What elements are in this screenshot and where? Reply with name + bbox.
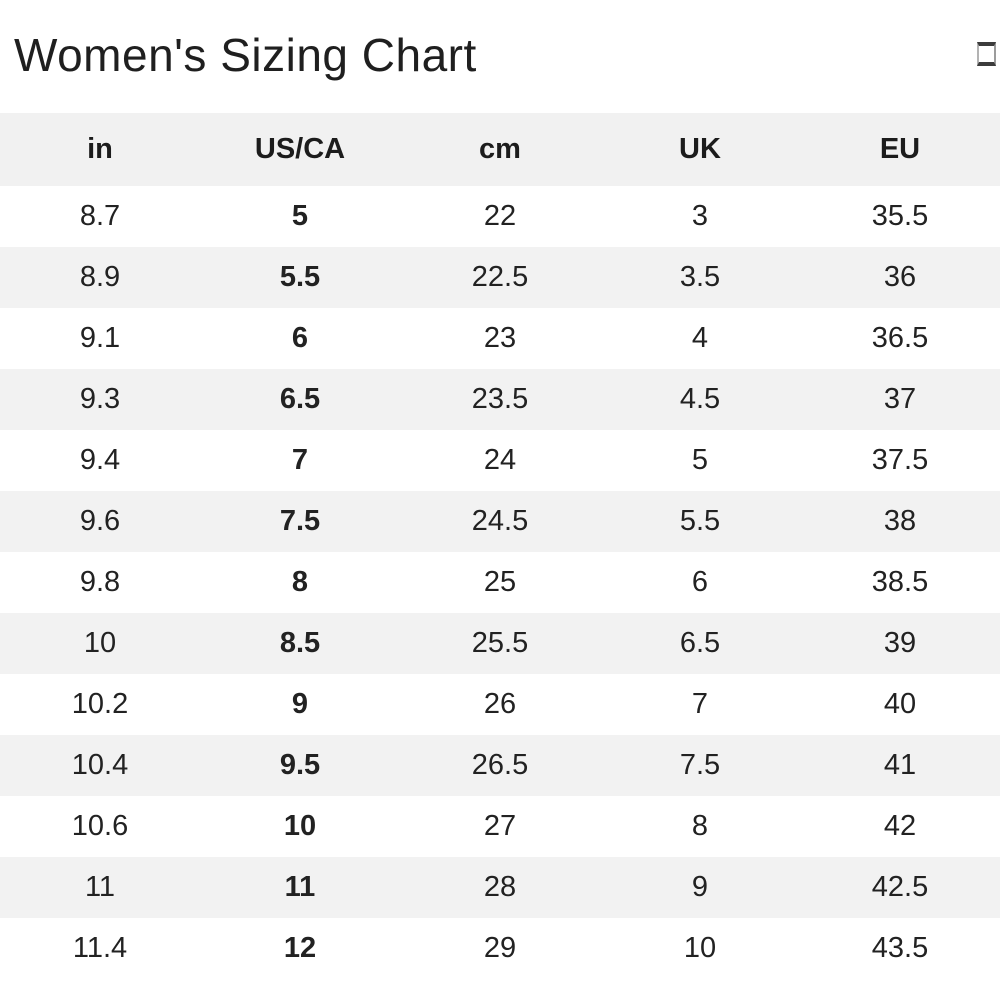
cell-cm: 24.5 bbox=[400, 491, 600, 552]
cell-cm: 23.5 bbox=[400, 369, 600, 430]
box-glyph-icon bbox=[977, 42, 996, 66]
cell-in: 8.9 bbox=[0, 247, 200, 308]
table-row: 10.2 9 26 7 40 bbox=[0, 674, 1000, 735]
table-row: 9.6 7.5 24.5 5.5 38 bbox=[0, 491, 1000, 552]
sizing-table: in US/CA cm UK EU 8.7 5 22 3 35.5 8.9 5.5 22.5 3.5 36… bbox=[0, 113, 1000, 979]
cell-in: 10.6 bbox=[0, 796, 200, 857]
cell-us-ca: 6 bbox=[200, 308, 400, 369]
cell-uk: 9 bbox=[600, 857, 800, 918]
cell-cm: 25 bbox=[400, 552, 600, 613]
cell-in: 9.8 bbox=[0, 552, 200, 613]
cell-in: 9.6 bbox=[0, 491, 200, 552]
cell-eu: 41 bbox=[800, 735, 1000, 796]
cell-eu: 37 bbox=[800, 369, 1000, 430]
cell-cm: 26.5 bbox=[400, 735, 600, 796]
cell-eu: 36 bbox=[800, 247, 1000, 308]
cell-uk: 8 bbox=[600, 796, 800, 857]
cell-eu: 40 bbox=[800, 674, 1000, 735]
column-header-us-ca: US/CA bbox=[200, 113, 400, 186]
table-row: 9.3 6.5 23.5 4.5 37 bbox=[0, 369, 1000, 430]
column-header-cm: cm bbox=[400, 113, 600, 186]
cell-us-ca: 5.5 bbox=[200, 247, 400, 308]
cell-cm: 22 bbox=[400, 186, 600, 247]
cell-uk: 7.5 bbox=[600, 735, 800, 796]
cell-uk: 7 bbox=[600, 674, 800, 735]
cell-in: 9.3 bbox=[0, 369, 200, 430]
cell-cm: 22.5 bbox=[400, 247, 600, 308]
cell-eu: 42.5 bbox=[800, 857, 1000, 918]
column-header-in: in bbox=[0, 113, 200, 186]
column-header-uk: UK bbox=[600, 113, 800, 186]
cell-cm: 23 bbox=[400, 308, 600, 369]
table-row: 10 8.5 25.5 6.5 39 bbox=[0, 613, 1000, 674]
cell-eu: 38.5 bbox=[800, 552, 1000, 613]
cell-eu: 38 bbox=[800, 491, 1000, 552]
cell-in: 9.4 bbox=[0, 430, 200, 491]
cell-cm: 29 bbox=[400, 918, 600, 979]
cell-in: 10 bbox=[0, 613, 200, 674]
cell-eu: 43.5 bbox=[800, 918, 1000, 979]
sizing-table-header: in US/CA cm UK EU bbox=[0, 113, 1000, 186]
cell-eu: 36.5 bbox=[800, 308, 1000, 369]
cell-uk: 5 bbox=[600, 430, 800, 491]
cell-uk: 4 bbox=[600, 308, 800, 369]
sizing-table-body: 8.7 5 22 3 35.5 8.9 5.5 22.5 3.5 36 9.1 6 23 4 36.5 9.3… bbox=[0, 186, 1000, 979]
cell-cm: 25.5 bbox=[400, 613, 600, 674]
title-bar: Women's Sizing Chart bbox=[0, 0, 1000, 113]
cell-us-ca: 9 bbox=[200, 674, 400, 735]
cell-eu: 42 bbox=[800, 796, 1000, 857]
table-row: 8.9 5.5 22.5 3.5 36 bbox=[0, 247, 1000, 308]
cell-us-ca: 8 bbox=[200, 552, 400, 613]
table-row: 9.4 7 24 5 37.5 bbox=[0, 430, 1000, 491]
cell-us-ca: 8.5 bbox=[200, 613, 400, 674]
cell-cm: 26 bbox=[400, 674, 600, 735]
cell-in: 10.4 bbox=[0, 735, 200, 796]
cell-uk: 10 bbox=[600, 918, 800, 979]
cell-uk: 3.5 bbox=[600, 247, 800, 308]
column-header-eu: EU bbox=[800, 113, 1000, 186]
header-row: in US/CA cm UK EU bbox=[0, 113, 1000, 186]
cell-cm: 24 bbox=[400, 430, 600, 491]
cell-us-ca: 7.5 bbox=[200, 491, 400, 552]
cell-in: 11.4 bbox=[0, 918, 200, 979]
cell-us-ca: 9.5 bbox=[200, 735, 400, 796]
table-row: 11.4 12 29 10 43.5 bbox=[0, 918, 1000, 979]
table-row: 11 11 28 9 42.5 bbox=[0, 857, 1000, 918]
cell-eu: 39 bbox=[800, 613, 1000, 674]
cell-cm: 27 bbox=[400, 796, 600, 857]
cell-in: 11 bbox=[0, 857, 200, 918]
cell-uk: 6 bbox=[600, 552, 800, 613]
cell-us-ca: 12 bbox=[200, 918, 400, 979]
cell-eu: 35.5 bbox=[800, 186, 1000, 247]
cell-eu: 37.5 bbox=[800, 430, 1000, 491]
table-row: 8.7 5 22 3 35.5 bbox=[0, 186, 1000, 247]
cell-in: 8.7 bbox=[0, 186, 200, 247]
cell-us-ca: 5 bbox=[200, 186, 400, 247]
cell-us-ca: 10 bbox=[200, 796, 400, 857]
cell-cm: 28 bbox=[400, 857, 600, 918]
cell-uk: 4.5 bbox=[600, 369, 800, 430]
cell-us-ca: 7 bbox=[200, 430, 400, 491]
table-row: 10.6 10 27 8 42 bbox=[0, 796, 1000, 857]
cell-in: 9.1 bbox=[0, 308, 200, 369]
cell-in: 10.2 bbox=[0, 674, 200, 735]
table-row: 10.4 9.5 26.5 7.5 41 bbox=[0, 735, 1000, 796]
cell-uk: 6.5 bbox=[600, 613, 800, 674]
cell-us-ca: 6.5 bbox=[200, 369, 400, 430]
table-row: 9.8 8 25 6 38.5 bbox=[0, 552, 1000, 613]
table-row: 9.1 6 23 4 36.5 bbox=[0, 308, 1000, 369]
cell-us-ca: 11 bbox=[200, 857, 400, 918]
cell-uk: 3 bbox=[600, 186, 800, 247]
cell-uk: 5.5 bbox=[600, 491, 800, 552]
page-title: Women's Sizing Chart bbox=[14, 29, 477, 81]
